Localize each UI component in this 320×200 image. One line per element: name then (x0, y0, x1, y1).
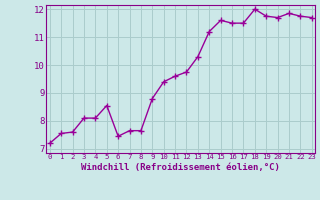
X-axis label: Windchill (Refroidissement éolien,°C): Windchill (Refroidissement éolien,°C) (81, 163, 280, 172)
